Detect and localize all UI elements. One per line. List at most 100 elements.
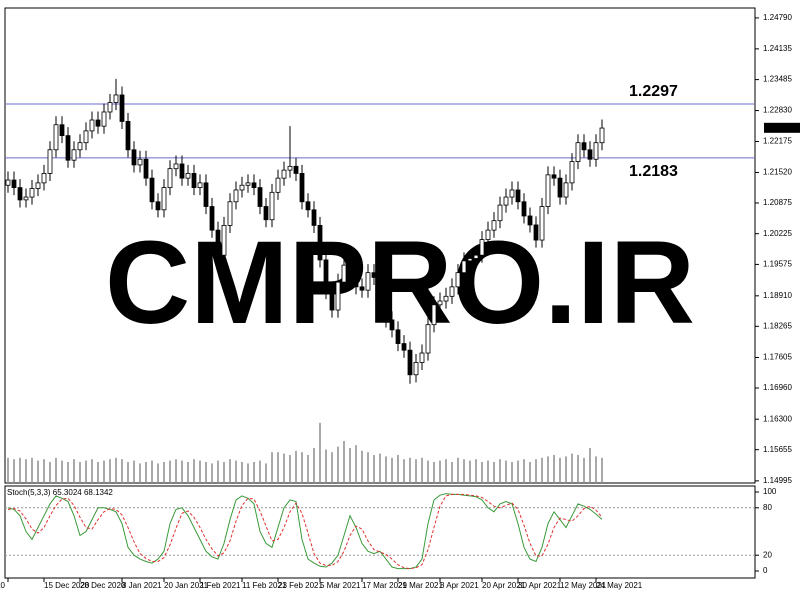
candle-body xyxy=(587,149,593,160)
candle-body xyxy=(47,149,53,174)
candle-body xyxy=(395,329,401,344)
candle-body xyxy=(467,258,473,262)
y-tick-label: 1.21520 xyxy=(763,168,792,177)
candle-body xyxy=(209,206,215,231)
candle-body xyxy=(515,189,521,203)
candle-body xyxy=(191,173,197,189)
watermark: CMPRO.IR xyxy=(105,217,695,349)
candle-body xyxy=(383,300,389,321)
candle-body xyxy=(353,277,359,288)
candle-body xyxy=(269,191,275,221)
candle-body xyxy=(245,182,251,186)
candle-body xyxy=(437,300,443,306)
candle-body xyxy=(227,201,233,226)
candle-body xyxy=(119,94,125,122)
y-tick-label: 1.23485 xyxy=(763,75,792,84)
candle-body xyxy=(257,187,263,207)
candle-body xyxy=(341,264,347,283)
y-tick-label: 80 xyxy=(763,503,772,512)
candle-body xyxy=(35,182,41,189)
candle-body xyxy=(215,229,221,256)
candle-body xyxy=(479,239,485,256)
candle-body xyxy=(89,119,95,132)
y-tick-label: 1.22830 xyxy=(763,106,792,115)
y-tick-label: 1.24135 xyxy=(763,44,792,53)
candle-body xyxy=(431,304,437,326)
y-tick-label: 1.17605 xyxy=(763,353,792,362)
y-tick-label: 0 xyxy=(763,566,768,575)
candle-body xyxy=(299,173,305,203)
x-tick-label: 24 May 2021 xyxy=(596,581,643,590)
candle-body xyxy=(545,174,551,207)
candle-body xyxy=(569,161,575,184)
candle-body xyxy=(41,173,47,184)
x-tick-label: Dec 2020 xyxy=(0,581,6,590)
candle-body xyxy=(305,201,311,211)
level-label: 1.2183 xyxy=(629,163,678,180)
candle-body xyxy=(23,196,29,201)
candle-body xyxy=(29,188,35,198)
y-tick-label: 100 xyxy=(763,487,777,496)
candle-body xyxy=(281,169,287,179)
y-tick-label: 1.18910 xyxy=(763,291,792,300)
candle-body xyxy=(485,229,491,240)
last-price-box xyxy=(764,122,800,133)
candle-body xyxy=(347,264,353,278)
candle-body xyxy=(11,179,17,189)
candle-body xyxy=(143,158,149,179)
candle-body xyxy=(131,149,137,166)
candle-body xyxy=(509,189,515,198)
candle-body xyxy=(533,224,539,241)
candle-body xyxy=(53,124,59,151)
candle-body xyxy=(137,158,143,166)
candle-body xyxy=(335,281,341,311)
last-price-label: 1.22465 xyxy=(766,123,795,132)
indicator-line xyxy=(7,493,603,570)
candle-body xyxy=(461,260,467,274)
candle-body xyxy=(539,206,545,241)
candle-body xyxy=(5,179,11,186)
candle-body xyxy=(251,182,257,189)
candle-body xyxy=(149,177,155,203)
y-tick-label: 1.14995 xyxy=(763,476,792,485)
candle-body xyxy=(155,201,161,211)
candle-body xyxy=(185,173,191,179)
y-tick-label: 1.22175 xyxy=(763,137,792,146)
x-tick-label: 15 Dec 2020 xyxy=(44,581,90,590)
x-tick-label: 20 Jan 2021 xyxy=(164,581,209,590)
candle-body xyxy=(521,201,527,217)
candle-body xyxy=(455,272,461,288)
candle-body xyxy=(311,209,317,226)
indicator-panel-frame xyxy=(4,485,756,579)
candle-body xyxy=(173,163,179,170)
candle-body xyxy=(317,225,323,261)
candle-body xyxy=(473,254,479,259)
candle-body xyxy=(389,319,395,331)
candle-body xyxy=(527,215,533,226)
y-tick-label: 1.20875 xyxy=(763,198,792,207)
candle-body xyxy=(59,124,65,137)
x-tick-label: 17 Mar 2021 xyxy=(362,581,407,590)
candle-body xyxy=(77,142,83,151)
candle-body xyxy=(419,352,425,363)
level-label: 1.2297 xyxy=(629,83,678,100)
x-tick-label: 28 Dec 2020 xyxy=(80,581,126,590)
candle-body xyxy=(371,272,377,278)
candle-body xyxy=(275,177,281,193)
y-tick-label: 1.24790 xyxy=(763,13,792,22)
y-tick-label: 1.19575 xyxy=(763,260,792,269)
x-tick-label: 11 Feb 2021 xyxy=(242,581,287,590)
candle-body xyxy=(377,277,383,302)
candle-body xyxy=(179,163,185,179)
candle-body xyxy=(581,142,587,151)
candle-body xyxy=(599,127,605,144)
x-tick-label: 20 Apr 2021 xyxy=(482,581,526,590)
candle-body xyxy=(125,121,131,151)
candle-body xyxy=(113,94,119,103)
y-tick-label: 1.20225 xyxy=(763,229,792,238)
candle-body xyxy=(491,220,497,231)
candle-body xyxy=(503,196,509,206)
